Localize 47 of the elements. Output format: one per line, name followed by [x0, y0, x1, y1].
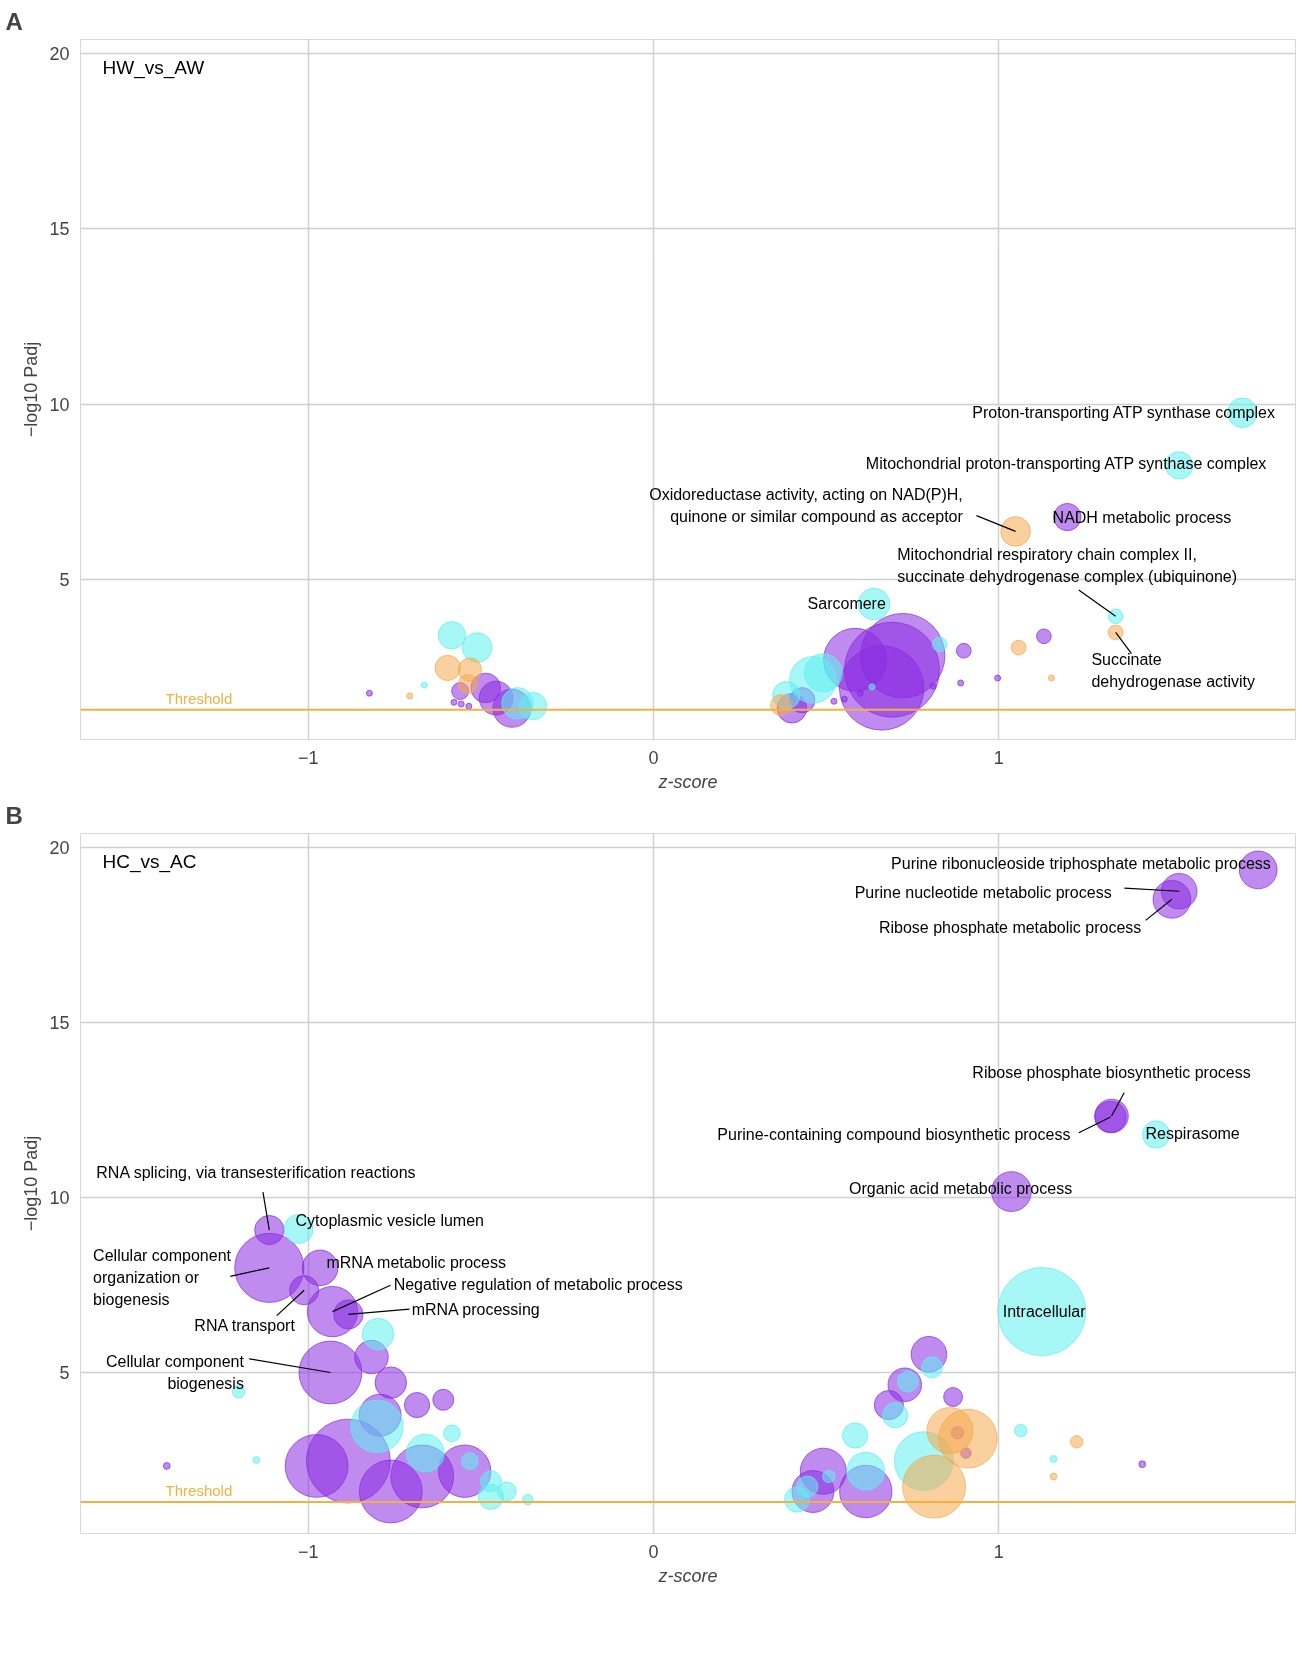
annotation: Oxidoreductase activity, acting on NAD(P)H, quinone or similar compound as acceptor — [649, 485, 964, 525]
annotation: Purine nucleotide metabolic process — [854, 883, 1112, 901]
annotation: Purine ribonucleoside triphosphate metabolic process — [891, 855, 1271, 873]
y-axis-title: −log10 Padj — [21, 1135, 42, 1232]
ref-line-label: Threshold — [165, 689, 233, 707]
annotation: HC_vs_AC — [102, 851, 197, 873]
y-tick-label: 10 — [49, 394, 70, 415]
y-tick-label: 20 — [49, 838, 70, 858]
annotation: Purine-containing compound biosynthetic process — [717, 1126, 1071, 1144]
annotation: Cytoplasmic vesicle lumen — [295, 1212, 484, 1230]
annotation: Cellular component organization or biogenesis — [93, 1246, 232, 1308]
x-tick-label: 1 — [993, 1541, 1004, 1562]
y-tick-label: 10 — [49, 1188, 70, 1208]
annotation: Organic acid metabolic process — [848, 1179, 1073, 1197]
annotation: Proton-transporting ATP synthase complex — [972, 404, 1275, 422]
annotation: mRNA metabolic process — [326, 1254, 506, 1272]
y-tick-label: 15 — [49, 1013, 70, 1033]
annotation: Cellular component biogenesis — [106, 1352, 245, 1393]
x-tick-label: 0 — [648, 1541, 659, 1562]
x-axis-title: z-score — [657, 1565, 718, 1586]
annotation: Ribose phosphate biosynthetic process — [972, 1064, 1251, 1082]
annotation: Mitochondrial respiratory chain complex II, succinate dehydrogenase complex (ubiquinone) — [897, 546, 1238, 586]
y-tick-label: 20 — [49, 44, 70, 65]
annotation: Intracellular — [1002, 1303, 1087, 1321]
chart-title: A — [5, 7, 23, 35]
x-tick-label: 1 — [993, 747, 1004, 768]
annotation: Negative regulation of metabolic process — [393, 1275, 683, 1293]
annotation: Sarcomere — [807, 594, 886, 612]
x-tick-label: 0 — [648, 747, 659, 768]
y-tick-label: 15 — [49, 219, 70, 240]
chart-title: B — [5, 801, 23, 829]
x-tick-label: −1 — [298, 1541, 319, 1562]
annotation: RNA splicing, via transesterification reactions — [96, 1163, 416, 1181]
annotation: RNA transport — [194, 1316, 296, 1334]
x-tick-label: −1 — [298, 747, 319, 768]
y-tick-label: 5 — [59, 1363, 70, 1383]
y-axis-title: −log10 Padj — [21, 341, 42, 438]
x-axis-title: z-score — [657, 771, 718, 792]
annotation: Mitochondrial proton-transporting ATP synthase complex — [865, 454, 1267, 472]
annotation: Succinate dehydrogenase activity — [1091, 650, 1256, 691]
annotation: Ribose phosphate metabolic process — [878, 919, 1142, 937]
ref-line-label: Threshold — [165, 1482, 233, 1499]
annotation: Respirasome — [1145, 1124, 1240, 1142]
y-tick-label: 5 — [59, 570, 70, 591]
annotation: HW_vs_AW — [102, 57, 205, 79]
annotation: NADH metabolic process — [1052, 508, 1232, 526]
annotation: mRNA processing — [411, 1300, 540, 1318]
